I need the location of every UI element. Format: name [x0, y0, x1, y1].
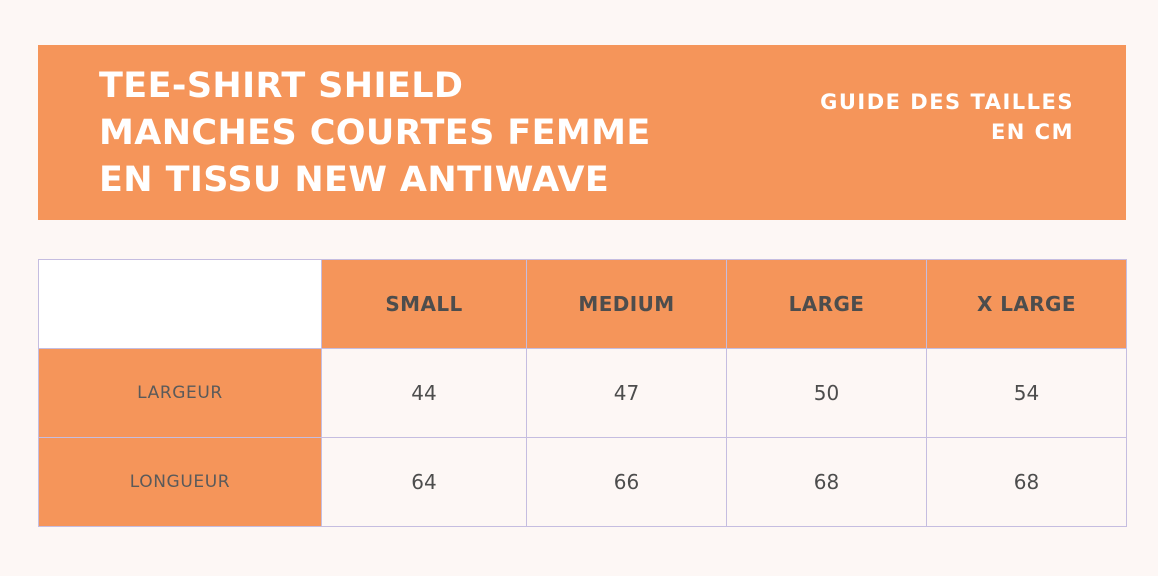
size-table: SMALL MEDIUM LARGE X LARGE LARGEUR 44 47…: [38, 259, 1127, 527]
size-guide-subtitle: GUIDE DES TAILLES EN CM: [820, 87, 1074, 147]
product-title-line: MANCHES COURTES FEMME: [99, 113, 651, 153]
table-cell: 50: [726, 348, 927, 438]
table-cell: 68: [926, 437, 1127, 527]
column-header-medium: MEDIUM: [526, 259, 727, 349]
column-header-x-large: X LARGE: [926, 259, 1127, 349]
row-label-largeur: LARGEUR: [38, 348, 322, 438]
table-header-row: SMALL MEDIUM LARGE X LARGE: [38, 259, 1127, 349]
table-row: LARGEUR 44 47 50 54: [38, 348, 1127, 438]
table-cell: 64: [321, 437, 527, 527]
table-cell: 68: [726, 437, 927, 527]
product-title: TEE-SHIRT SHIELD MANCHES COURTES FEMME E…: [99, 63, 779, 204]
table-cell: 54: [926, 348, 1127, 438]
product-title-line: EN TISSU NEW ANTIWAVE: [99, 160, 610, 200]
table-cell: 66: [526, 437, 727, 527]
table-corner-cell: [38, 259, 322, 349]
column-header-large: LARGE: [726, 259, 927, 349]
table-cell: 44: [321, 348, 527, 438]
row-label-longueur: LONGUEUR: [38, 437, 322, 527]
table-cell: 47: [526, 348, 727, 438]
product-title-line: TEE-SHIRT SHIELD: [99, 66, 464, 106]
table-row: LONGUEUR 64 66 68 68: [38, 437, 1127, 527]
subtitle-line: GUIDE DES TAILLES: [820, 90, 1074, 114]
subtitle-line: EN CM: [990, 120, 1074, 144]
column-header-small: SMALL: [321, 259, 527, 349]
header-banner: TEE-SHIRT SHIELD MANCHES COURTES FEMME E…: [38, 45, 1126, 220]
